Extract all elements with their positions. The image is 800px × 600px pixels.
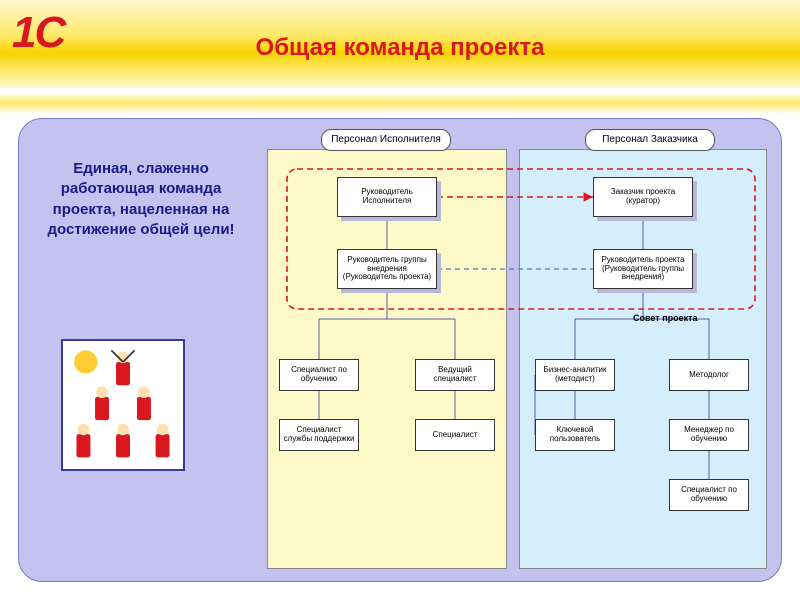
node-train-spec: Специалист по обучению (279, 359, 359, 391)
node-methodologist: Методолог (669, 359, 749, 391)
node-impl-lead: Руководитель группы внедрения (Руководит… (337, 249, 437, 289)
node-support-spec: Специалист службы поддержки (279, 419, 359, 451)
node-lead-spec: Ведущий специалист (415, 359, 495, 391)
panel-label-customer: Персонал Заказчика (585, 129, 715, 151)
main-frame: Единая, слаженно работающая команда прое… (18, 118, 782, 582)
header-stripe (0, 92, 800, 114)
node-analyst: Бизнес-аналитик (методист) (535, 359, 615, 391)
panel-label-executor: Персонал Исполнителя (321, 129, 451, 151)
team-illustration (61, 339, 185, 471)
node-train-spec2: Специалист по обучению (669, 479, 749, 511)
node-spec: Специалист (415, 419, 495, 451)
node-customer: Заказчик проекта (куратор) (593, 177, 693, 217)
node-exec-lead: Руководитель Исполнителя (337, 177, 437, 217)
caption-text: Единая, слаженно работающая команда прое… (41, 159, 241, 240)
node-proj-lead: Руководитель проекта (Руководитель групп… (593, 249, 693, 289)
node-train-mgr: Менеджер по обучению (669, 419, 749, 451)
node-key-user: Ключевой пользователь (535, 419, 615, 451)
slide-title: Общая команда проекта (0, 34, 800, 62)
advice-label: Совет проекта (633, 313, 698, 323)
